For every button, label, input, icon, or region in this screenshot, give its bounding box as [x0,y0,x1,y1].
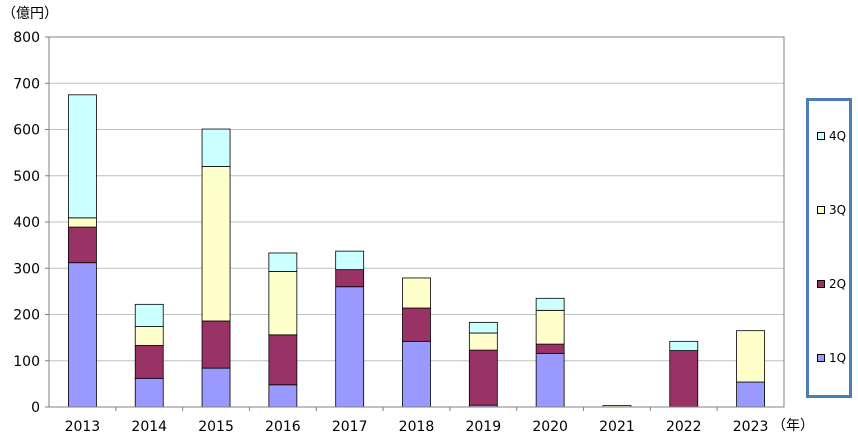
y-tick-label: 400 [13,215,40,231]
bar-segment-4q-2020 [535,297,565,311]
bar-segment-1q-2015 [201,367,231,408]
x-tick-label: 2013 [65,419,101,433]
y-tick-label: 700 [13,76,40,92]
legend-item-1q: 1Q [817,351,846,365]
bar-segment-3q-2020 [535,309,565,345]
legend-label: 2Q [829,277,847,291]
bar-segment-4q-2019 [468,321,498,334]
x-tick-label: 2022 [666,419,702,433]
legend-swatch [817,280,825,288]
y-axis-unit-label: （億円） [2,6,58,22]
legend-item-2q: 2Q [817,277,846,291]
x-tick-label: 2015 [198,419,234,433]
bar-segment-1q-2017 [335,286,365,408]
y-tick-label: 800 [13,30,40,46]
bar-segment-2q-2015 [201,320,231,369]
y-tick-label: 500 [13,169,40,185]
legend-label: 4Q [829,129,847,143]
bar-segment-1q-2020 [535,352,565,408]
bar-segment-2q-2018 [402,307,431,342]
x-tick-label: 2018 [399,419,435,433]
bar-segment-2q-2014 [134,345,164,379]
legend-item-4q: 4Q [817,129,846,143]
bar-segment-4q-2014 [134,303,164,327]
bar-segment-2q-2016 [268,334,298,386]
bar-segment-2q-2019 [468,349,498,406]
bar-segment-1q-2018 [402,340,431,408]
x-tick-label: 2019 [465,419,501,433]
bar-segment-3q-2023 [736,330,765,383]
bar-segment-4q-2022 [669,340,699,351]
x-tick-label: 2023 [733,419,769,433]
legend-label: 3Q [829,203,847,217]
x-tick-label: 2021 [599,419,635,433]
y-tick-label: 300 [13,261,40,277]
bars [68,94,765,408]
bar-segment-4q-2013 [68,94,97,219]
y-tick-label: 200 [13,308,40,324]
legend-label: 1Q [829,351,847,365]
legend-swatch [817,354,825,362]
bar-segment-3q-2016 [268,271,298,336]
x-axis-unit-label: （年） [772,418,814,433]
bar-segment-1q-2023 [736,381,765,408]
x-axis-ticks: 2013 2014 2015 2016 2017 2018 2019 2020 2021 2022… [65,407,769,433]
bar-segment-4q-2016 [268,252,298,272]
x-tick-label: 2014 [131,419,167,433]
bar-segment-3q-2018 [402,277,431,309]
legend-swatch [817,132,825,140]
bar-segment-3q-2013 [68,217,97,228]
bar-segment-3q-2014 [134,326,164,346]
x-tick-label: 2016 [265,419,301,433]
y-tick-label: 0 [31,400,40,416]
y-axis-ticks: 0 100 200 300 400 500 600 700 800 [13,30,49,416]
bar-segment-2q-2017 [335,269,365,288]
y-tick-label: 100 [13,354,40,370]
bar-segment-3q-2015 [201,166,231,322]
bar-segment-4q-2015 [201,128,231,167]
legend: 4Q 3Q 2Q 1Q [806,98,852,398]
bar-segment-2q-2020 [535,343,565,354]
bar-segment-1q-2014 [134,377,164,408]
x-tick-label: 2017 [332,419,368,433]
bar-segment-1q-2016 [268,384,298,408]
bar-segment-2q-2022 [669,350,699,408]
legend-item-3q: 3Q [817,203,846,217]
bar-segment-4q-2017 [335,250,365,271]
x-tick-label: 2020 [532,419,568,433]
y-tick-label: 600 [13,123,40,139]
gridlines [49,82,784,362]
bar-segment-1q-2013 [68,262,97,408]
legend-swatch [817,206,825,214]
bar-segment-2q-2013 [68,226,97,264]
bar-segment-3q-2019 [468,332,498,351]
